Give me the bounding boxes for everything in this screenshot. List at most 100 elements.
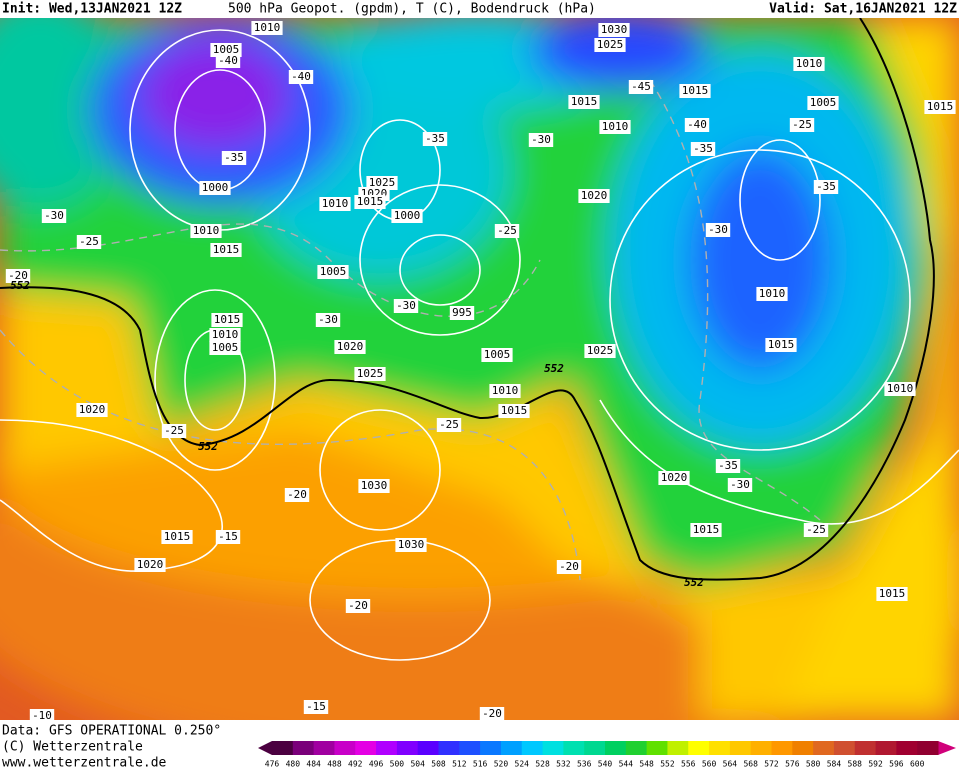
temperature-label: -40 xyxy=(687,118,707,131)
pressure-label: 1000 xyxy=(202,181,229,194)
pressure-label-box xyxy=(793,57,825,71)
pressure-label: 1025 xyxy=(587,344,614,357)
pressure-label: 1020 xyxy=(337,340,364,353)
temperature-label-box xyxy=(215,54,241,68)
colorbar-label: 484 xyxy=(306,760,321,769)
isobar xyxy=(154,289,276,471)
temperature-label: -35 xyxy=(816,180,836,193)
pressure-label-box xyxy=(807,96,839,110)
pressure-label-box xyxy=(210,243,242,257)
temperature-label-box xyxy=(705,223,731,237)
field-area xyxy=(530,18,710,90)
temperature-label: -25 xyxy=(792,118,812,131)
pressure-label: 1005 xyxy=(212,341,239,354)
temperature-label-box xyxy=(215,530,241,544)
pressure-label-box xyxy=(578,189,610,203)
temperature-label-box xyxy=(345,599,371,613)
temperature-label-box xyxy=(628,80,654,94)
colorbar-label: 488 xyxy=(327,760,342,769)
colorbar-label: 512 xyxy=(452,760,467,769)
pressure-label-box xyxy=(317,265,349,279)
pressure-label-box xyxy=(199,181,231,195)
pressure-label: 1010 xyxy=(254,21,281,34)
pressure-label-box xyxy=(679,84,711,98)
field-area xyxy=(140,40,290,150)
pressure-label-box xyxy=(598,23,630,37)
field-area xyxy=(0,290,959,720)
temperature-label: -20 xyxy=(559,560,579,573)
temperature-label: -40 xyxy=(218,54,238,67)
colorbar-swatch xyxy=(313,741,335,755)
pressure-label: 1015 xyxy=(682,84,709,97)
temperature-label-box xyxy=(789,118,815,132)
colorbar-swatch xyxy=(729,741,752,755)
colorbar-swatch xyxy=(355,741,377,755)
temperature-label: -30 xyxy=(44,209,64,222)
footer-data: Data: GFS OPERATIONAL 0.250° xyxy=(2,724,221,739)
pressure-label: 1010 xyxy=(796,57,823,70)
pressure-label: 1015 xyxy=(571,95,598,108)
pressure-label-box xyxy=(391,209,423,223)
temperature-label: -25 xyxy=(806,523,826,536)
temperature-label-box xyxy=(41,209,67,223)
temperature-label: -35 xyxy=(425,132,445,145)
pressure-label: 1015 xyxy=(357,195,384,208)
pressure-label-box xyxy=(876,587,908,601)
colorbar-label: 508 xyxy=(431,760,446,769)
colorbar-end xyxy=(938,741,956,755)
temperature-label-box xyxy=(528,133,554,147)
temperature-label-box xyxy=(494,224,520,238)
colorbar-swatch xyxy=(417,741,439,755)
colorbar-swatch xyxy=(750,741,772,755)
colorbar-swatch xyxy=(334,741,356,755)
pressure-label-box xyxy=(319,197,351,211)
pressure-label-box xyxy=(498,404,530,418)
pressure-label-box xyxy=(251,21,283,35)
pressure-label: 1005 xyxy=(213,43,240,56)
pressure-label-box xyxy=(395,538,427,552)
colorbar-label: 492 xyxy=(348,760,363,769)
temperature-label-box xyxy=(288,70,314,84)
temperature-label-box xyxy=(436,418,462,432)
isobar xyxy=(0,419,223,572)
colorbar-swatch xyxy=(896,741,918,755)
pressure-label-box xyxy=(489,384,521,398)
colorbar-label: 536 xyxy=(577,760,592,769)
pressure-label-box xyxy=(161,530,193,544)
pressure-label: 1025 xyxy=(357,367,384,380)
colorbar-swatch xyxy=(854,741,877,755)
pressure-label: 1000 xyxy=(394,209,421,222)
colorbar-label: 552 xyxy=(660,760,675,769)
colorbar-label: 480 xyxy=(286,760,301,769)
temperature-label: -30 xyxy=(708,223,728,236)
field-area xyxy=(690,150,830,370)
temperature-label-box xyxy=(813,180,839,194)
pressure-label-box xyxy=(449,306,475,320)
colorbar-swatch xyxy=(584,741,606,755)
colorbar-label: 548 xyxy=(639,760,654,769)
field-area xyxy=(0,18,130,210)
pressure-label: 1010 xyxy=(212,328,239,341)
isobar xyxy=(609,149,911,451)
colorbar-label: 532 xyxy=(556,760,571,769)
colorbar-label: 564 xyxy=(723,760,738,769)
temperature-label: -20 xyxy=(348,599,368,612)
isobar xyxy=(399,234,481,306)
thickness-label: 552 xyxy=(10,279,30,292)
pressure-label: 1005 xyxy=(484,348,511,361)
colorbar-swatch xyxy=(709,741,731,755)
temperature-label-box xyxy=(690,142,716,156)
colorbar-end xyxy=(258,741,272,755)
temperature-label: -35 xyxy=(718,459,738,472)
pressure-label: 1020 xyxy=(79,403,106,416)
colorbar-label: 504 xyxy=(410,760,425,769)
footer-url: www.wetterzentrale.de xyxy=(2,756,167,770)
temperature-label-box xyxy=(315,313,341,327)
temperature-label: -30 xyxy=(531,133,551,146)
temperature-label: -25 xyxy=(79,235,99,248)
isobar xyxy=(739,139,821,261)
colorbar-label: 588 xyxy=(848,760,863,769)
pressure-label-box xyxy=(354,367,386,381)
